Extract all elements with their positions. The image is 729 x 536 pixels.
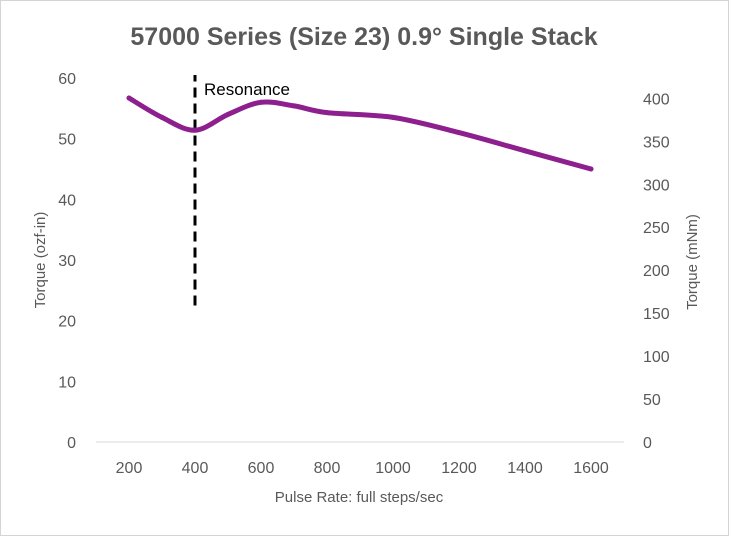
x-axis-label: Pulse Rate: full steps/sec <box>275 489 444 506</box>
series-layer <box>126 95 594 172</box>
torque-data-point <box>258 99 264 105</box>
y2-tick-label: 0 <box>643 435 652 452</box>
x-axis: 200 400 600 800 1000 1200 1400 1600 <box>116 460 609 477</box>
y2-tick-label: 300 <box>643 177 670 194</box>
x-tick-label: 1200 <box>441 460 477 477</box>
y2-tick-label: 350 <box>643 134 670 151</box>
y2-tick-label: 400 <box>643 91 670 108</box>
y2-axis-label: Torque (mNm) <box>684 214 701 310</box>
annotations: Resonance <box>193 74 290 306</box>
torque-data-point <box>522 148 528 154</box>
left-y-axis: 0 10 20 30 40 50 60 <box>58 71 76 452</box>
x-tick-label: 600 <box>248 460 275 477</box>
x-tick-label: 1600 <box>573 460 609 477</box>
x-tick-label: 400 <box>182 460 209 477</box>
torque-data-point <box>291 103 297 109</box>
torque-data-point <box>159 114 165 120</box>
torque-data-point <box>225 111 231 117</box>
y2-tick-label: 50 <box>643 392 661 409</box>
y2-tick-label: 250 <box>643 220 670 237</box>
torque-data-point <box>588 166 594 172</box>
y2-tick-label: 100 <box>643 349 670 366</box>
x-tick-label: 1000 <box>375 460 411 477</box>
x-tick-label: 200 <box>116 460 143 477</box>
y-tick-label: 20 <box>58 314 76 331</box>
chart-title: 57000 Series (Size 23) 0.9° Single Stack <box>130 23 597 51</box>
y-tick-label: 40 <box>58 192 76 209</box>
y-tick-label: 0 <box>67 435 76 452</box>
torque-data-point <box>126 95 132 101</box>
torque-data-point <box>192 127 198 133</box>
right-y-axis: 0 50 100 150 200 250 300 350 400 <box>643 91 670 452</box>
torque-data-point <box>456 130 462 136</box>
y-tick-label: 30 <box>58 253 76 270</box>
y-tick-label: 10 <box>58 374 76 391</box>
y-tick-label: 50 <box>58 132 76 149</box>
y-tick-label: 60 <box>58 71 76 88</box>
resonance-label: Resonance <box>204 80 290 99</box>
torque-data-point <box>324 110 330 116</box>
x-tick-label: 1400 <box>507 460 543 477</box>
y2-tick-label: 200 <box>643 263 670 280</box>
torque-data-point <box>390 114 396 120</box>
y-axis-label: Torque (ozf-in) <box>32 212 49 309</box>
x-tick-label: 800 <box>314 460 341 477</box>
torque-series-line <box>126 95 594 172</box>
y2-tick-label: 150 <box>643 306 670 323</box>
